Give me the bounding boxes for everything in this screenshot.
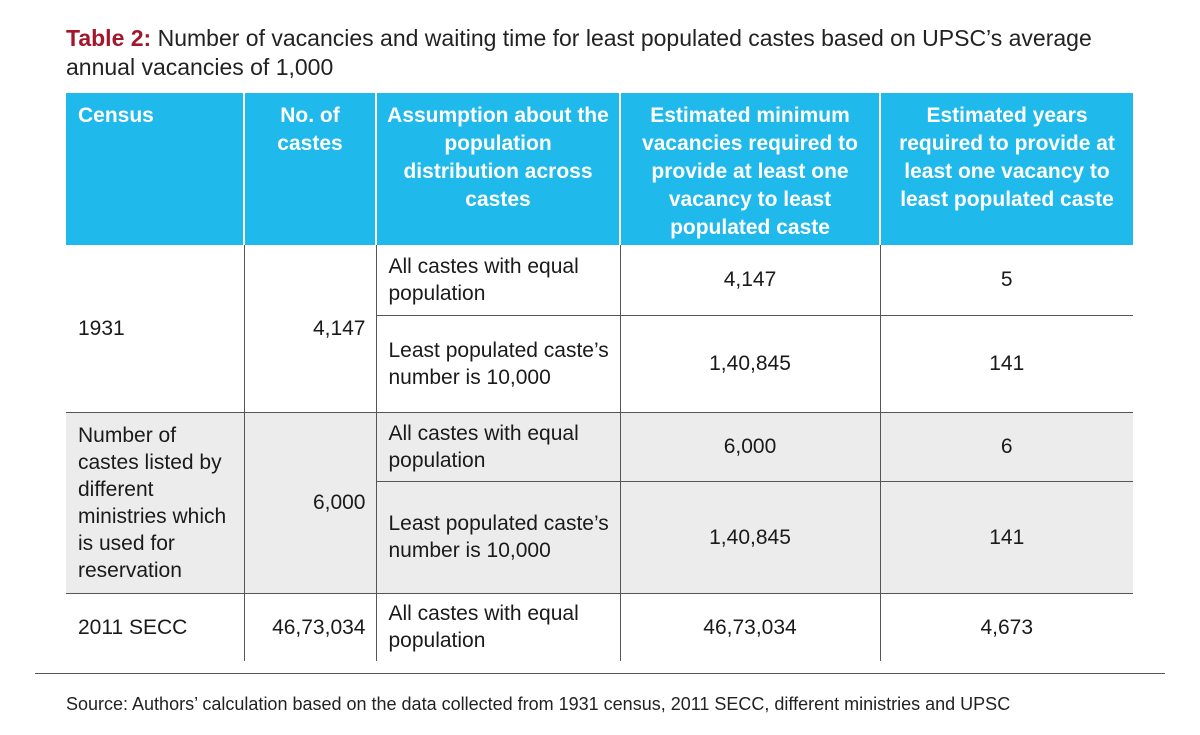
castes-cell: 6,000 bbox=[243, 412, 376, 594]
vacancies-cell: 6,000 bbox=[619, 412, 880, 482]
census-cell: Number of castes listed by different min… bbox=[66, 412, 244, 594]
header-min-vacancies: Estimated minimum vacancies required to … bbox=[619, 93, 880, 245]
castes-cell: 46,73,034 bbox=[243, 593, 376, 661]
header-no-of-castes: No. of castes bbox=[243, 93, 376, 245]
years-cell: 6 bbox=[879, 412, 1133, 482]
table-row: 2011 SECC 46,73,034 All castes with equa… bbox=[66, 593, 1133, 661]
assumption-cell: All castes with equal population bbox=[375, 245, 620, 316]
table-row: Least populated caste’s number is 10,000… bbox=[66, 315, 1133, 413]
vacancies-cell: 46,73,034 bbox=[619, 593, 880, 661]
header-row: Census No. of castes Assumption about th… bbox=[66, 93, 1133, 245]
assumption-cell: Least populated caste’s number is 10,000 bbox=[375, 481, 620, 594]
years-cell: 141 bbox=[879, 481, 1133, 594]
table-bottom-rule bbox=[35, 673, 1165, 674]
table-row: 1931 4,147 All castes with equal populat… bbox=[66, 245, 1133, 413]
years-cell: 5 bbox=[879, 245, 1133, 316]
vacancies-cell: 1,40,845 bbox=[619, 481, 880, 594]
table-title: Table 2: Number of vacancies and waiting… bbox=[66, 24, 1146, 82]
data-table: Census No. of castes Assumption about th… bbox=[66, 93, 1133, 661]
header-census: Census bbox=[66, 93, 244, 245]
vacancies-cell: 4,147 bbox=[619, 245, 880, 316]
years-cell: 141 bbox=[879, 315, 1133, 413]
header-years-required: Estimated years required to provide at l… bbox=[879, 93, 1133, 245]
header-assumption: Assumption about the population distribu… bbox=[375, 93, 620, 245]
years-cell: 4,673 bbox=[879, 593, 1133, 661]
source-note: Source: Authors’ calculation based on th… bbox=[66, 694, 1011, 714]
census-cell: 2011 SECC bbox=[78, 615, 188, 639]
assumption-cell: All castes with equal population bbox=[375, 593, 620, 661]
table-row: Least populated caste’s number is 10,000… bbox=[66, 481, 1133, 594]
table-title-text: Number of vacancies and waiting time for… bbox=[66, 25, 1092, 80]
assumption-cell: Least populated caste’s number is 10,000 bbox=[375, 315, 620, 413]
table-row: Number of castes listed by different min… bbox=[66, 412, 1133, 594]
assumption-cell: All castes with equal population bbox=[375, 412, 620, 482]
table-number-label: Table 2: bbox=[66, 25, 152, 51]
castes-cell: 4,147 bbox=[243, 245, 376, 413]
census-cell: 1931 bbox=[66, 245, 244, 413]
vacancies-cell: 1,40,845 bbox=[619, 315, 880, 413]
